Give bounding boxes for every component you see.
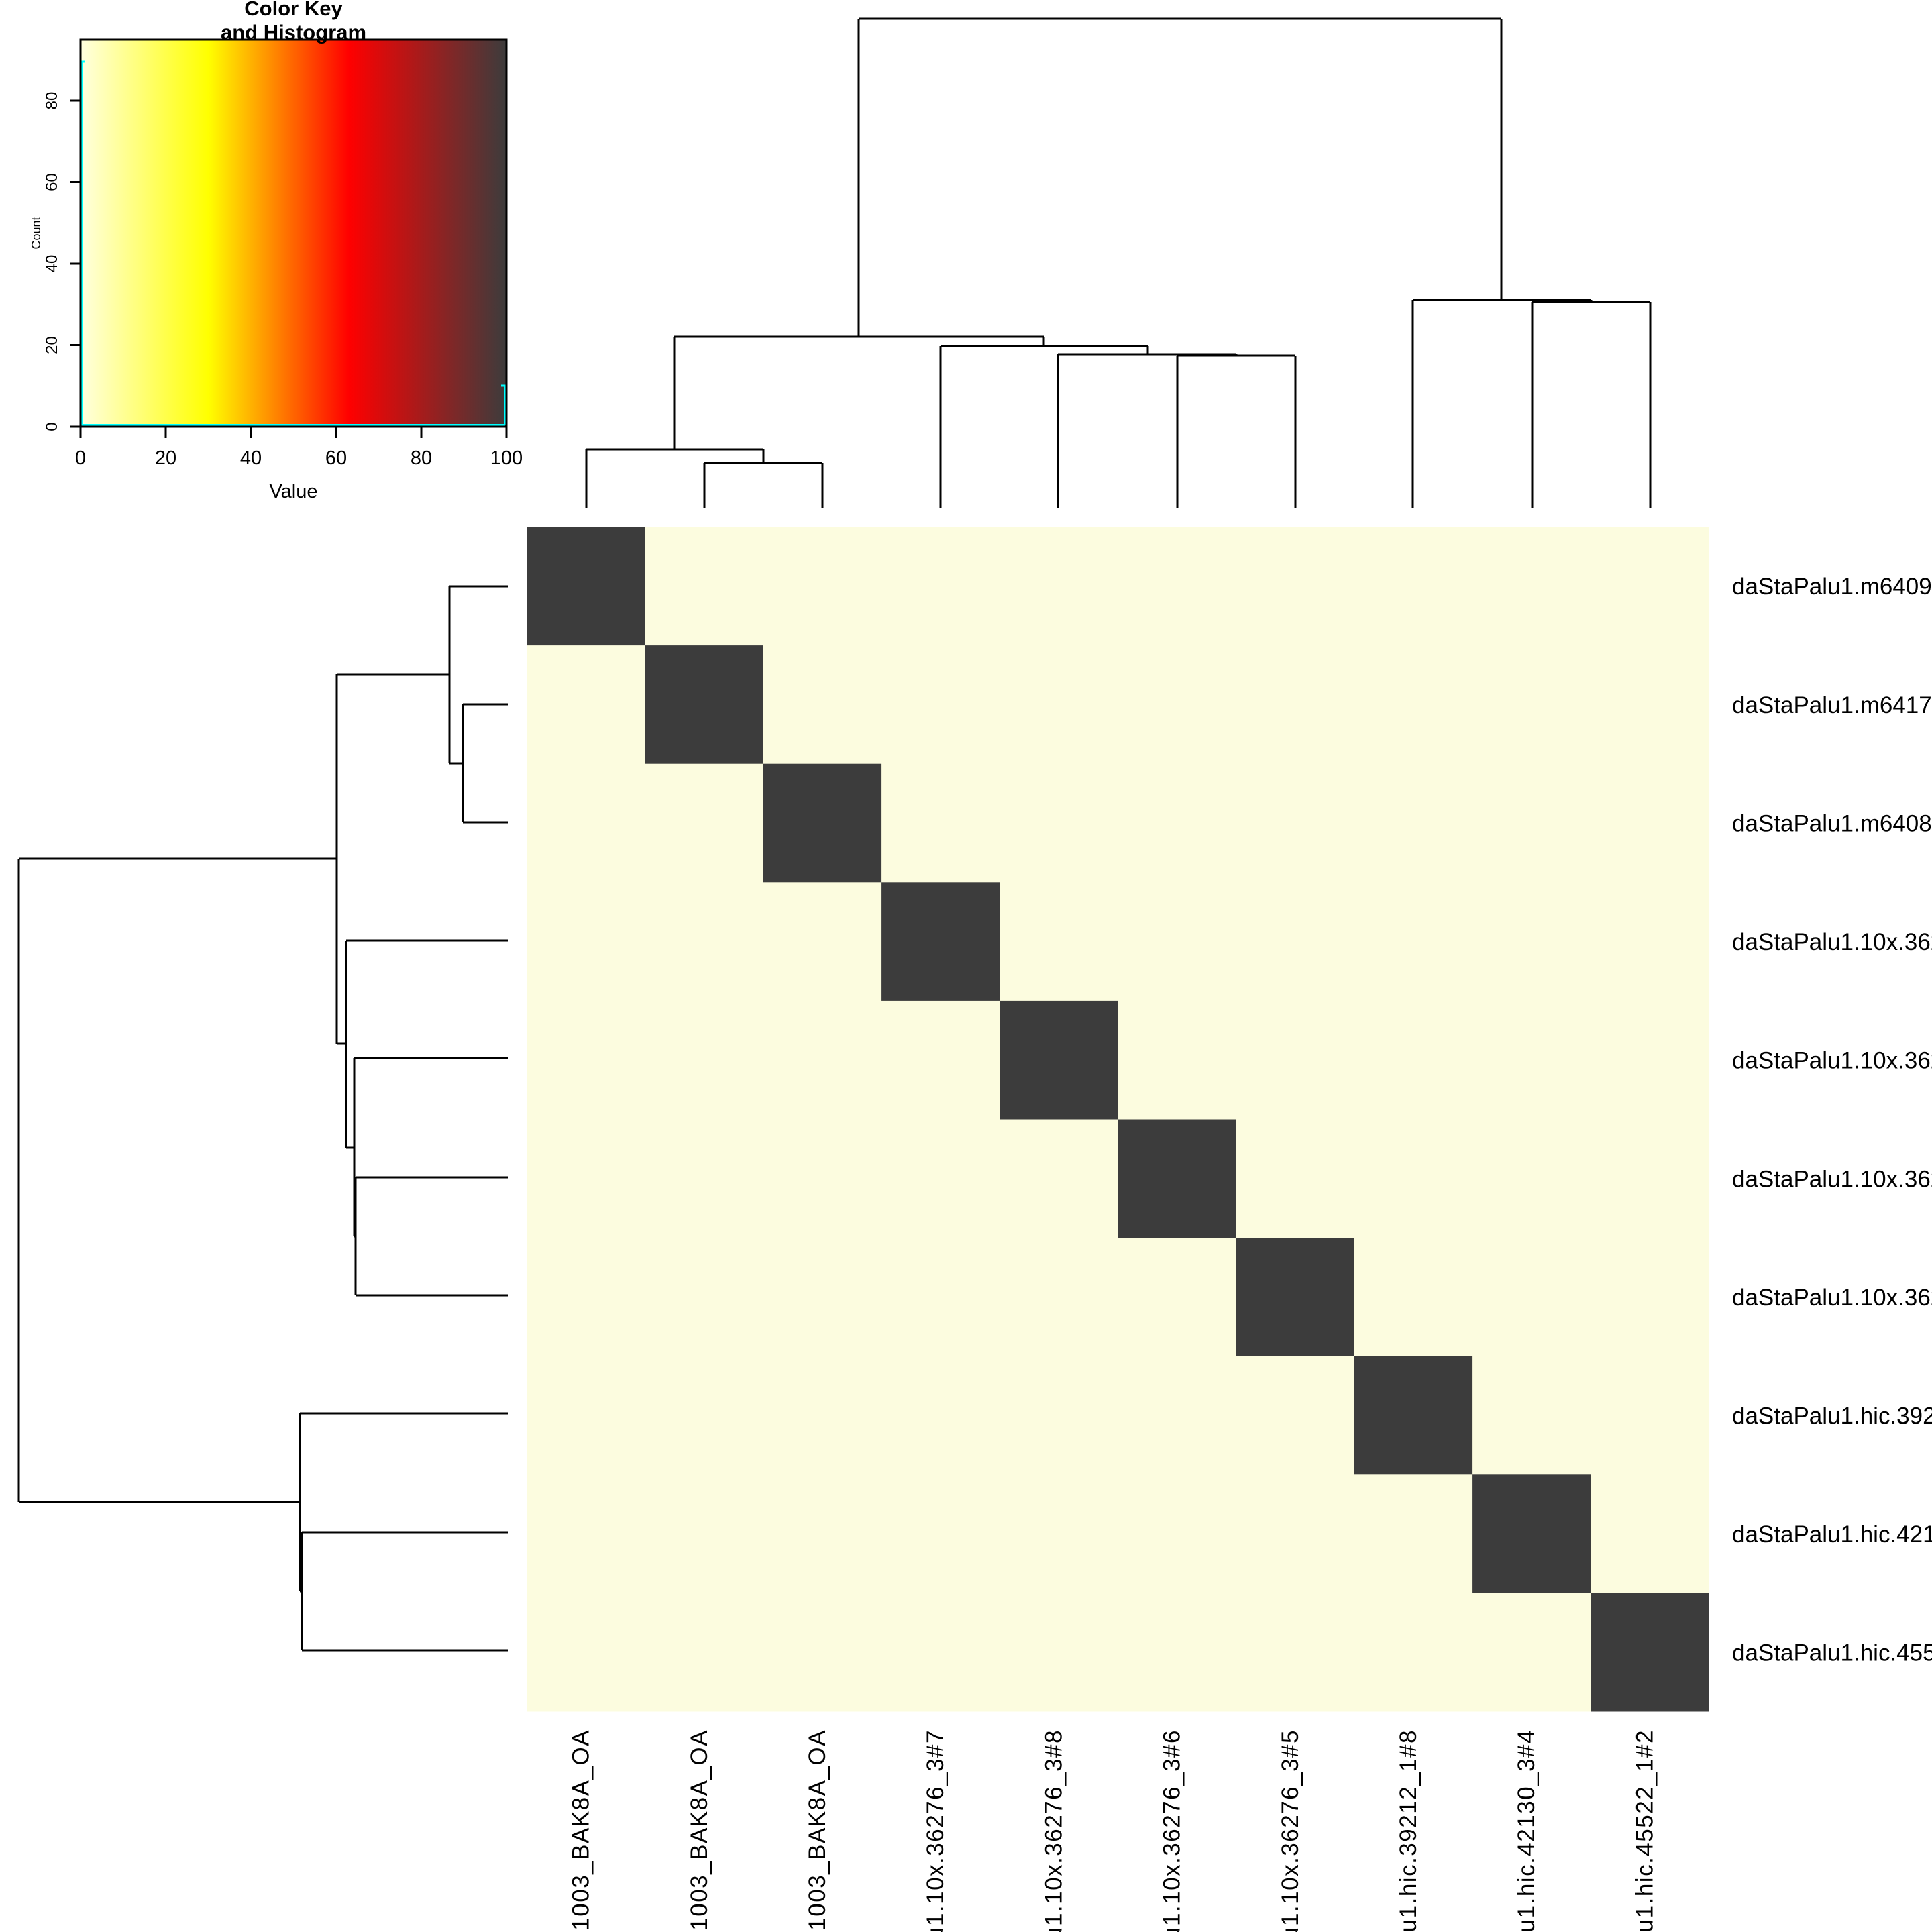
svg-text:80: 80 — [411, 447, 432, 469]
svg-text:0: 0 — [43, 422, 61, 431]
svg-text:40: 40 — [43, 255, 61, 273]
svg-text:daStaPalu1.10x.36276_3#6: daStaPalu1.10x.36276_3#6 — [1159, 1729, 1185, 1932]
svg-text:daStaPalu1.m64174e_210519.ccs.: daStaPalu1.m64174e_210519.ccs.bc1003_BAK… — [686, 1729, 712, 1932]
svg-text:Color Key: Color Key — [244, 0, 343, 20]
svg-text:daStaPalu1.m64089e_210312.ccs.: daStaPalu1.m64089e_210312.ccs.bc1003_BAK… — [1732, 811, 1932, 837]
svg-text:0: 0 — [75, 447, 86, 469]
svg-text:daStaPalu1.hic.42130_3#4: daStaPalu1.hic.42130_3#4 — [1513, 1729, 1540, 1932]
svg-text:daStaPalu1.m64089e_210312.ccs.: daStaPalu1.m64089e_210312.ccs.bc1003_BAK… — [804, 1729, 830, 1932]
svg-text:daStaPalu1.hic.45522_1#2: daStaPalu1.hic.45522_1#2 — [1631, 1729, 1658, 1932]
svg-text:daStaPalu1.m64174e_210519.ccs.: daStaPalu1.m64174e_210519.ccs.bc1003_BAK… — [1732, 692, 1932, 718]
svg-text:100: 100 — [490, 447, 523, 469]
svg-text:40: 40 — [240, 447, 262, 469]
svg-text:daStaPalu1.m64097e_210326.ccs.: daStaPalu1.m64097e_210326.ccs.bc1003_BAK… — [568, 1729, 594, 1932]
svg-text:daStaPalu1.hic.39212_1#8: daStaPalu1.hic.39212_1#8 — [1732, 1403, 1932, 1430]
svg-text:20: 20 — [43, 336, 61, 354]
svg-text:daStaPalu1.10x.36276_3#7: daStaPalu1.10x.36276_3#7 — [922, 1729, 949, 1932]
svg-text:Count: Count — [30, 217, 43, 249]
svg-text:daStaPalu1.m64097e_210326.ccs.: daStaPalu1.m64097e_210326.ccs.bc1003_BAK… — [1732, 574, 1932, 600]
svg-text:and Histogram: and Histogram — [221, 21, 366, 44]
svg-text:daStaPalu1.10x.36276_3#5: daStaPalu1.10x.36276_3#5 — [1277, 1729, 1303, 1932]
svg-text:daStaPalu1.10x.36276_3#5: daStaPalu1.10x.36276_3#5 — [1732, 1285, 1932, 1311]
svg-text:daStaPalu1.10x.36276_3#6: daStaPalu1.10x.36276_3#6 — [1732, 1166, 1932, 1192]
svg-text:60: 60 — [43, 173, 61, 191]
svg-text:daStaPalu1.hic.42130_3#4: daStaPalu1.hic.42130_3#4 — [1732, 1521, 1932, 1548]
svg-text:daStaPalu1.hic.39212_1#8: daStaPalu1.hic.39212_1#8 — [1395, 1729, 1421, 1932]
svg-text:Value: Value — [269, 481, 317, 502]
svg-text:20: 20 — [155, 447, 176, 469]
svg-text:daStaPalu1.10x.36276_3#8: daStaPalu1.10x.36276_3#8 — [1732, 1048, 1932, 1074]
svg-text:daStaPalu1.10x.36276_3#7: daStaPalu1.10x.36276_3#7 — [1732, 929, 1932, 955]
svg-text:daStaPalu1.hic.45522_1#2: daStaPalu1.hic.45522_1#2 — [1732, 1640, 1932, 1666]
svg-text:80: 80 — [43, 92, 61, 110]
svg-text:60: 60 — [325, 447, 347, 469]
svg-text:daStaPalu1.10x.36276_3#8: daStaPalu1.10x.36276_3#8 — [1040, 1729, 1067, 1932]
